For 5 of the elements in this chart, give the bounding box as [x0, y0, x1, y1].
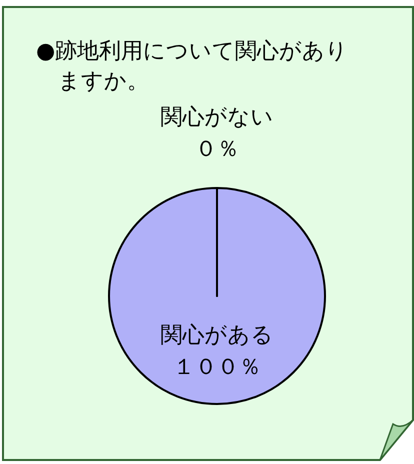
text: ０％ — [195, 137, 239, 162]
chart-title: ●跡地利用について関心がありますか。 — [36, 39, 348, 94]
category-label: 関心がない — [160, 105, 274, 130]
data-label: １００％ — [173, 355, 261, 380]
slice-label: 関心がある — [160, 323, 274, 348]
